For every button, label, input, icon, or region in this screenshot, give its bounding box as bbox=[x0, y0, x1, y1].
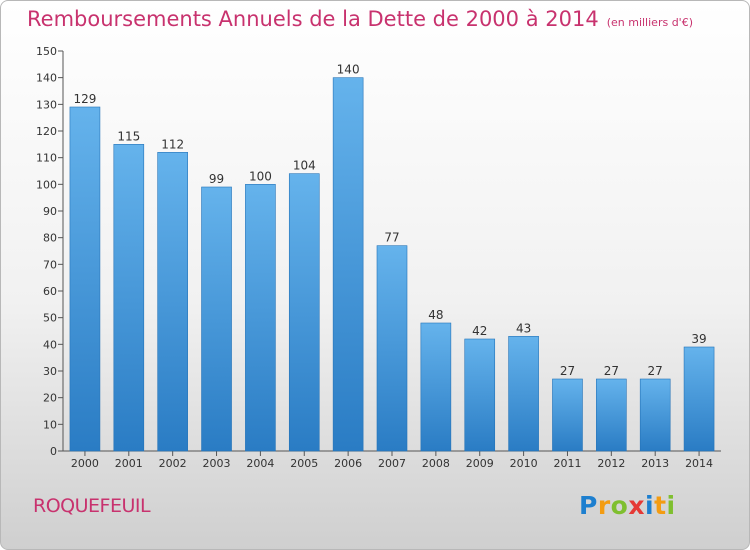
data-label: 100 bbox=[249, 169, 272, 183]
y-tick-label: 70 bbox=[43, 258, 57, 271]
bar bbox=[69, 106, 101, 452]
data-label: 27 bbox=[648, 364, 663, 378]
x-tick-label: 2014 bbox=[685, 457, 713, 470]
y-tick-label: 30 bbox=[43, 365, 57, 378]
y-tick-label: 10 bbox=[43, 418, 57, 431]
x-tick-label: 2012 bbox=[597, 457, 625, 470]
bars bbox=[69, 77, 715, 452]
x-axis: 2000 2001 2002 2003 2004 2005 2006 2007 2008 2009… bbox=[63, 450, 721, 470]
bar bbox=[332, 77, 364, 452]
data-label: 115 bbox=[117, 129, 140, 143]
x-tick-label: 2001 bbox=[115, 457, 143, 470]
bar bbox=[288, 173, 320, 452]
x-tick-label: 2013 bbox=[641, 457, 669, 470]
x-tick-label: 2011 bbox=[553, 457, 581, 470]
logo-letter: i bbox=[645, 491, 655, 520]
data-label: 129 bbox=[73, 92, 96, 106]
x-tick-label: 2008 bbox=[422, 457, 450, 470]
bar bbox=[464, 338, 496, 452]
logo-letter: P bbox=[579, 491, 598, 520]
data-label: 112 bbox=[161, 137, 184, 151]
y-tick-label: 20 bbox=[43, 392, 57, 405]
y-tick-label: 80 bbox=[43, 232, 57, 245]
bar bbox=[113, 144, 145, 452]
bar bbox=[245, 184, 276, 452]
y-tick-label: 50 bbox=[43, 312, 57, 325]
x-tick-label: 2003 bbox=[203, 457, 231, 470]
bar bbox=[596, 378, 627, 452]
logo-letter: t bbox=[654, 491, 667, 520]
y-tick-label: 0 bbox=[50, 445, 57, 458]
bar bbox=[508, 336, 539, 452]
proxiti-logo: Proxiti bbox=[579, 491, 676, 520]
logo-letter: i bbox=[666, 491, 676, 520]
x-tick-label: 2000 bbox=[71, 457, 99, 470]
x-tick-label: 2002 bbox=[159, 457, 187, 470]
x-tick-label: 2005 bbox=[290, 457, 318, 470]
data-label: 104 bbox=[293, 159, 316, 173]
chart-title-text: Remboursements Annuels de la Dette de 20… bbox=[27, 7, 599, 31]
bar bbox=[420, 322, 452, 452]
data-label: 27 bbox=[604, 364, 619, 378]
data-label: 27 bbox=[560, 364, 575, 378]
logo-letter: r bbox=[597, 491, 611, 520]
bar bbox=[639, 378, 671, 452]
y-tick-label: 140 bbox=[36, 72, 57, 85]
bar bbox=[376, 245, 408, 452]
logo-letter: o bbox=[610, 491, 629, 520]
y-tick-label: 110 bbox=[36, 152, 57, 165]
bar bbox=[157, 152, 188, 452]
x-tick-label: 2004 bbox=[246, 457, 274, 470]
data-label: 77 bbox=[384, 231, 399, 245]
x-tick-label: 2006 bbox=[334, 457, 362, 470]
data-label: 99 bbox=[209, 172, 224, 186]
data-label: 42 bbox=[472, 324, 487, 338]
logo-letter: x bbox=[628, 491, 645, 520]
y-tick-label: 60 bbox=[43, 285, 57, 298]
y-axis: 0 10 20 30 40 50 60 70 80 90 100 110 120 130 140 150 bbox=[36, 45, 64, 458]
data-label: 140 bbox=[337, 63, 360, 77]
bar bbox=[552, 378, 583, 452]
x-tick-label: 2007 bbox=[378, 457, 406, 470]
y-tick-label: 150 bbox=[36, 45, 57, 58]
y-tick-label: 100 bbox=[36, 178, 57, 191]
y-tick-label: 90 bbox=[43, 205, 57, 218]
data-label: 48 bbox=[428, 308, 443, 322]
y-tick-label: 120 bbox=[36, 125, 57, 138]
y-tick-label: 40 bbox=[43, 338, 57, 351]
bar bbox=[201, 186, 232, 452]
data-label: 39 bbox=[691, 332, 706, 346]
value-labels: 129 115 112 99 100 104 140 77 48 42 43 27 27 27 39 bbox=[73, 63, 706, 378]
x-tick-label: 2009 bbox=[466, 457, 494, 470]
bar bbox=[683, 346, 715, 452]
commune-name: ROQUEFEUIL bbox=[33, 495, 151, 517]
x-tick-label: 2010 bbox=[510, 457, 538, 470]
y-tick-label: 130 bbox=[36, 98, 57, 111]
chart-unit: (en milliers d'€) bbox=[606, 16, 693, 29]
chart-title: Remboursements Annuels de la Dette de 20… bbox=[27, 7, 693, 31]
data-label: 43 bbox=[516, 321, 531, 335]
